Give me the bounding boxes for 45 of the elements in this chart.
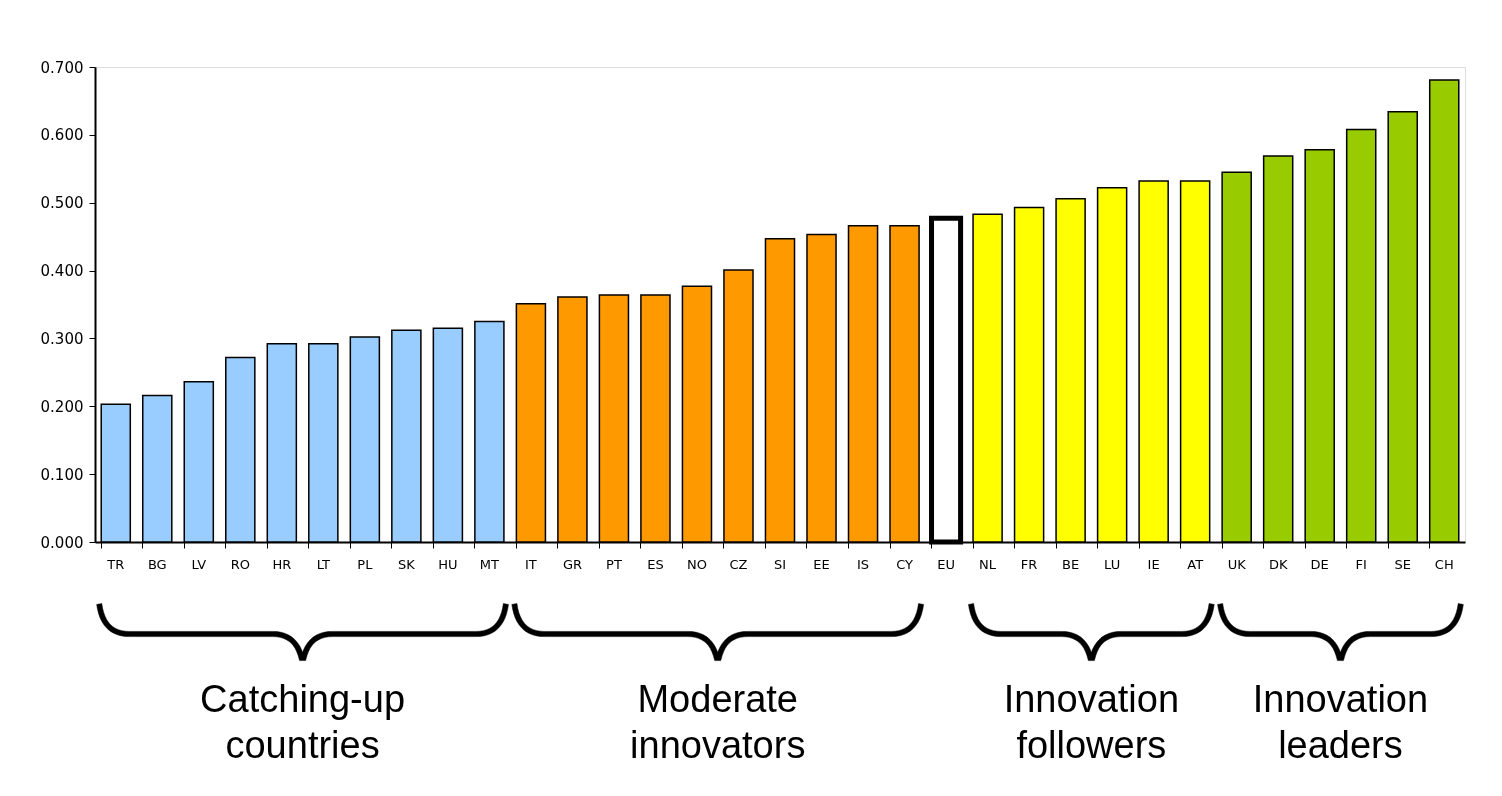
x-tick-label: RO <box>230 556 250 572</box>
x-tick-label: PL <box>357 556 374 572</box>
x-tick-label: CH <box>1434 556 1454 572</box>
x-tick-label: IE <box>1147 556 1160 572</box>
x-tick-label: EU <box>937 556 955 572</box>
x-tick-label: MT <box>479 556 500 572</box>
x-tick-label: FI <box>1355 556 1367 572</box>
y-tick-label: 0.100 <box>40 465 84 484</box>
text: Moderate innovators <box>630 678 806 766</box>
y-tick-label: 0.700 <box>40 58 84 77</box>
x-tick-label: BG <box>147 556 167 572</box>
y-tick-label: 0.600 <box>40 126 84 145</box>
text: Innovation leaders <box>1252 678 1429 766</box>
y-tick-label: 0.300 <box>40 329 84 348</box>
x-tick-label: FR <box>1020 556 1038 572</box>
x-tick-label: PT <box>606 556 622 572</box>
text: Innovation followers <box>1003 678 1180 766</box>
x-tick-label: DK <box>1268 556 1288 572</box>
text: Catching-up countries <box>200 678 406 766</box>
x-tick-label: LU <box>1104 556 1121 572</box>
x-tick-label: HR <box>272 556 292 572</box>
x-tick-label: BE <box>1062 556 1080 572</box>
x-tick-label: IT <box>525 556 537 572</box>
x-tick-label: CZ <box>729 556 748 572</box>
x-tick-label: UK <box>1227 556 1247 572</box>
x-tick-label: SI <box>773 556 787 572</box>
x-tick-label: CY <box>896 556 913 572</box>
x-tick-label: NO <box>686 556 707 572</box>
x-tick-label: GR <box>562 556 582 572</box>
x-tick-label: EE <box>813 556 830 572</box>
y-tick-label: 0.400 <box>40 262 84 281</box>
x-tick-label: LT <box>316 556 331 572</box>
x-tick-label: HU <box>438 556 458 572</box>
x-tick-label: DE <box>1310 556 1329 572</box>
x-tick-label: SK <box>397 556 416 572</box>
x-tick-label: LV <box>191 556 207 572</box>
x-tick-label: IS <box>856 556 870 572</box>
y-tick-label: 0.200 <box>40 397 84 416</box>
x-tick-label: AT <box>1187 556 1204 572</box>
x-tick-label: SE <box>1394 556 1411 572</box>
x-tick-label: NL <box>979 556 997 572</box>
y-tick-label: 0.000 <box>40 533 84 552</box>
x-tick-label: ES <box>647 556 664 572</box>
x-tick-label: TR <box>106 556 125 572</box>
y-tick-label: 0.500 <box>40 194 84 213</box>
